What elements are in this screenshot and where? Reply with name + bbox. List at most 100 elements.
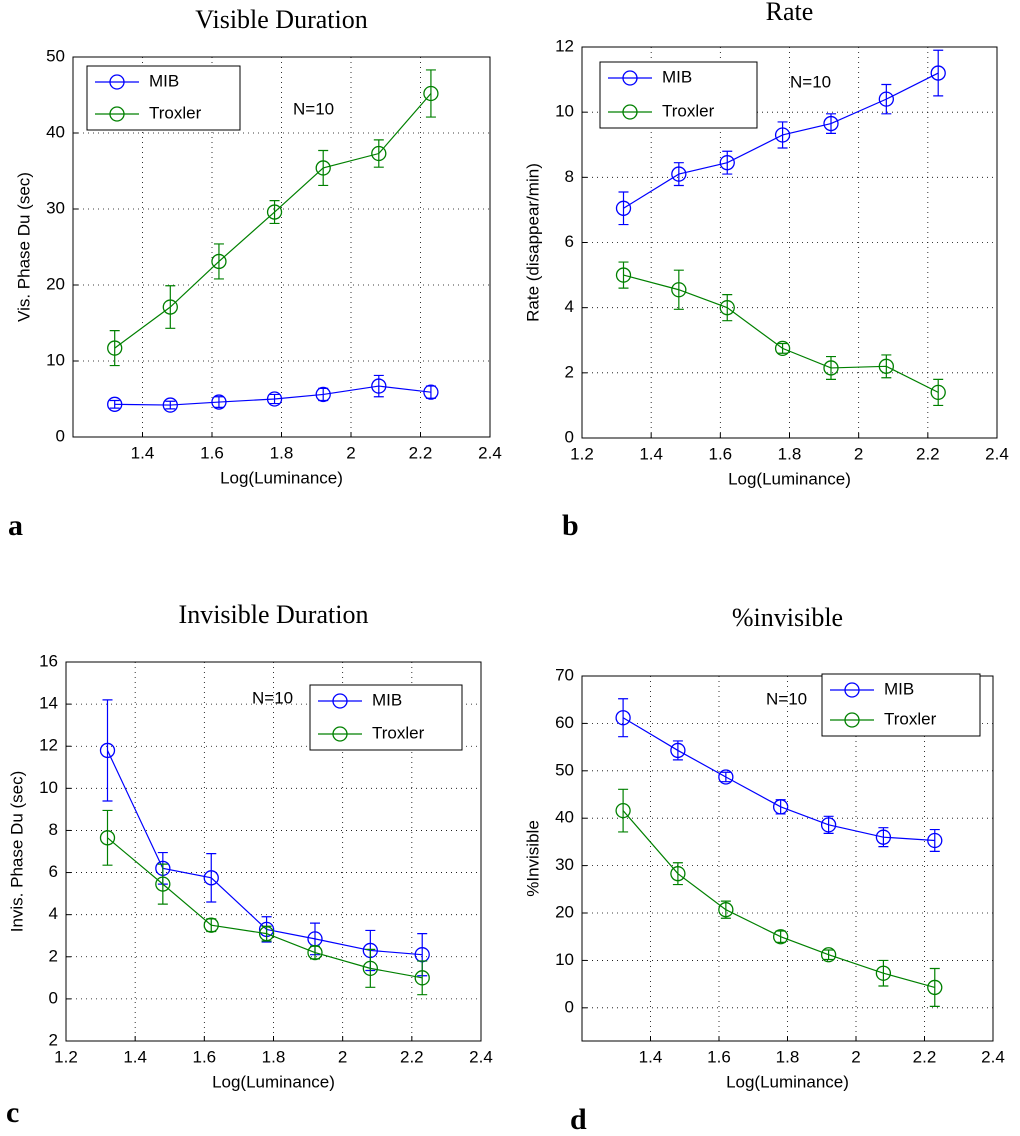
data-point	[670, 742, 686, 759]
x-tick-label: 1.6	[200, 443, 224, 462]
error-bar	[373, 139, 384, 168]
y-tick-label: 2	[565, 362, 574, 381]
legend-box	[599, 61, 758, 129]
chart-title: Invisible Duration	[179, 600, 369, 629]
y-tick-label: 2	[49, 1030, 58, 1049]
y-tick-label: 70	[555, 665, 574, 684]
x-axis-label: Log(Luminance)	[728, 469, 851, 488]
error-bar	[165, 285, 176, 329]
legend-marker	[332, 726, 348, 742]
error-bar	[720, 900, 731, 919]
data-point	[875, 829, 892, 845]
data-point	[774, 127, 791, 143]
data-point	[820, 817, 837, 833]
error-bar	[618, 698, 629, 738]
data-point	[371, 378, 387, 394]
data-point	[211, 253, 227, 270]
y-tick-label: 12	[39, 736, 58, 755]
data-point	[258, 925, 275, 942]
y-tick-label: 20	[46, 274, 65, 293]
data-point	[615, 710, 631, 726]
panel-label: d	[570, 1103, 587, 1136]
y-tick-label: 8	[565, 167, 574, 186]
x-tick-label: 1.8	[778, 444, 802, 463]
data-point	[719, 155, 735, 171]
x-tick-label: 2.4	[981, 1047, 1005, 1066]
data-point	[823, 360, 839, 376]
error-bar	[109, 399, 120, 409]
panel-label: c	[6, 1096, 19, 1129]
x-tick-label: 1.4	[131, 443, 155, 462]
error-bar	[933, 378, 944, 407]
x-tick-label: 2.4	[985, 444, 1009, 463]
error-bar	[618, 788, 629, 833]
legend-marker	[844, 682, 860, 698]
y-tick-label: 4	[565, 297, 574, 316]
error-bar	[777, 342, 788, 354]
y-tick-label: 60	[555, 713, 574, 732]
error-bar	[823, 949, 834, 961]
error-bar	[672, 740, 683, 761]
data-point	[107, 340, 123, 356]
error-bar	[618, 261, 629, 289]
y-tick-label: 10	[46, 350, 65, 369]
error-bar	[109, 330, 120, 367]
data-point	[423, 384, 439, 400]
plot-frame	[581, 46, 998, 439]
y-tick-label: 0	[565, 997, 574, 1016]
data-point	[719, 300, 735, 316]
y-tick-label: 30	[46, 198, 65, 217]
y-tick-label: 10	[555, 950, 574, 969]
annotation: N=10	[252, 688, 293, 707]
data-point	[162, 397, 178, 413]
error-bar	[673, 269, 684, 310]
annotation: N=10	[766, 689, 807, 708]
data-point	[615, 802, 631, 819]
x-axis-label: Log(Luminance)	[212, 1072, 335, 1091]
error-bar	[365, 948, 376, 988]
data-point	[671, 282, 687, 298]
error-bar	[878, 959, 889, 987]
error-bar	[165, 400, 176, 410]
plot-frame	[72, 56, 491, 438]
panel-label: b	[562, 509, 579, 542]
data-point	[615, 200, 632, 216]
error-bar	[933, 49, 944, 97]
chart-title: %invisible	[732, 603, 843, 632]
error-bar	[777, 121, 788, 149]
chart-title: Visible Duration	[195, 5, 367, 34]
data-point	[774, 340, 791, 357]
y-axis-label: Vis. Phase Du (sec)	[14, 172, 33, 322]
error-bar	[878, 827, 889, 848]
data-point	[203, 870, 219, 886]
data-point	[927, 832, 943, 849]
x-tick-label: 1.2	[54, 1047, 78, 1066]
plot-frame	[65, 661, 482, 1042]
data-point	[670, 866, 686, 882]
legend-marker	[332, 693, 348, 709]
legend-label: MIB	[149, 71, 179, 90]
data-point	[414, 970, 430, 986]
legend-label: Troxler	[149, 103, 202, 122]
y-tick-label: 10	[39, 778, 58, 797]
x-tick-label: 1.8	[262, 1047, 286, 1066]
data-point	[875, 965, 892, 981]
data-point	[107, 396, 123, 412]
y-tick-label: 40	[46, 122, 65, 141]
x-tick-label: 2	[854, 444, 863, 463]
y-tick-label: 6	[565, 232, 574, 251]
x-tick-label: 2	[338, 1047, 347, 1066]
y-tick-label: 20	[555, 902, 574, 921]
y-tick-label: 0	[56, 426, 65, 445]
data-point	[878, 358, 894, 374]
error-bar	[269, 393, 280, 405]
chart-title: Rate	[766, 0, 814, 26]
data-point	[671, 166, 687, 182]
y-tick-label: 16	[39, 651, 58, 670]
data-point	[307, 944, 323, 961]
y-tick-label: 50	[555, 760, 574, 779]
y-tick-label: 12	[555, 36, 574, 55]
y-tick-label: 10	[555, 102, 574, 121]
data-point	[718, 902, 734, 918]
